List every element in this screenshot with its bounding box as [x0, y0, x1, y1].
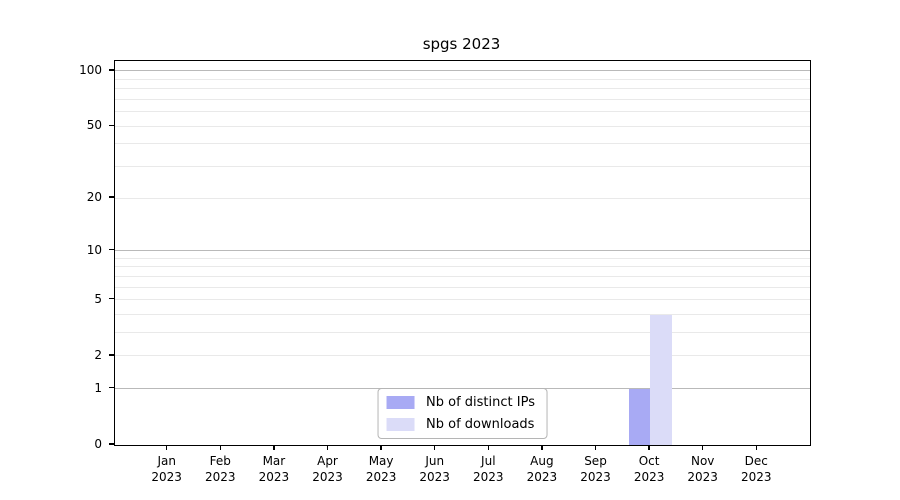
- x-tick-label-oct: Oct 2023: [619, 453, 679, 485]
- x-tick-mark-jul: [487, 445, 489, 450]
- x-tick-month: Jan: [157, 454, 176, 468]
- y-tick-mark-2: [109, 354, 114, 356]
- bar-oct-series-0: [628, 388, 651, 445]
- gridline-y-90: [115, 78, 810, 80]
- gridline-y-30: [115, 166, 810, 168]
- y-tick-label-20: 20: [86, 190, 102, 205]
- legend-swatch-0: [386, 396, 415, 409]
- chart-title: spgs 2023: [422, 35, 501, 53]
- y-tick-mark-50: [109, 124, 114, 126]
- x-tick-label-jul: Jul 2023: [458, 453, 518, 485]
- x-tick-year: 2023: [473, 470, 504, 484]
- gridline-y-9: [115, 257, 810, 259]
- legend-label-1: Nb of downloads: [426, 417, 535, 432]
- x-tick-mark-dec: [755, 445, 757, 450]
- gridline-y-50: [115, 125, 810, 127]
- y-tick-mark-5: [109, 298, 114, 300]
- x-axis: Jan 2023 Feb 2023 Mar 2023 Apr 2023 May 2023 Jun 20…: [114, 445, 809, 495]
- x-tick-month: Sep: [584, 454, 607, 468]
- x-tick-label-jun: Jun 2023: [405, 453, 465, 485]
- x-tick-month: Dec: [744, 454, 768, 468]
- x-tick-label-nov: Nov 2023: [673, 453, 733, 485]
- gridline-y-20: [115, 197, 810, 199]
- y-tick-label-5: 5: [94, 291, 102, 306]
- gridline-y-2: [115, 355, 810, 357]
- gridline-y-10: [115, 250, 810, 252]
- x-tick-month: Oct: [638, 454, 660, 468]
- x-tick-mark-aug: [541, 445, 543, 450]
- y-tick-label-0: 0: [94, 437, 102, 451]
- x-tick-year: 2023: [580, 470, 611, 484]
- x-tick-mark-feb: [219, 445, 221, 450]
- x-tick-month: Mar: [262, 454, 286, 468]
- x-tick-mark-jan: [166, 445, 168, 450]
- x-tick-label-sep: Sep 2023: [566, 453, 626, 485]
- legend-item-1: Nb of downloads: [386, 417, 535, 432]
- x-tick-mark-may: [380, 445, 382, 450]
- y-tick-label-1: 1: [94, 380, 102, 395]
- y-tick-label-10: 10: [86, 242, 102, 257]
- legend-swatch-1: [386, 418, 415, 431]
- gridline-y-5: [115, 299, 810, 301]
- x-tick-month: Feb: [209, 454, 231, 468]
- x-tick-year: 2023: [526, 470, 558, 484]
- plot-area: Nb of distinct IPs Nb of downloads: [114, 60, 811, 446]
- legend-item-0: Nb of distinct IPs: [386, 395, 535, 410]
- x-tick-label-apr: Apr 2023: [298, 453, 358, 485]
- x-tick-month: May: [368, 454, 394, 468]
- gridline-y-60: [115, 111, 810, 113]
- y-axis: 0 1 2 5 10 20 50 100: [0, 60, 114, 451]
- y-tick-label-100: 100: [79, 62, 102, 77]
- x-tick-month: Apr: [317, 454, 338, 468]
- x-tick-mark-sep: [594, 445, 597, 450]
- x-tick-mark-apr: [326, 445, 329, 450]
- x-tick-mark-nov: [702, 445, 704, 450]
- x-tick-label-feb: Feb 2023: [190, 453, 250, 485]
- gridline-y-7: [115, 275, 810, 277]
- x-tick-mark-jun: [434, 445, 436, 450]
- y-tick-mark-10: [109, 248, 114, 251]
- y-tick-label-50: 50: [86, 118, 102, 133]
- x-tick-month: Aug: [530, 454, 554, 468]
- gridline-y-100: [115, 70, 810, 72]
- x-tick-year: 2023: [741, 470, 772, 484]
- legend: Nb of distinct IPs Nb of downloads: [377, 388, 548, 439]
- gridline-y-8: [115, 266, 810, 268]
- x-tick-label-mar: Mar 2023: [244, 453, 304, 485]
- gridline-y-3: [115, 332, 810, 334]
- x-tick-month: Jun: [425, 454, 445, 468]
- y-tick-mark-100: [109, 69, 114, 71]
- y-tick-mark-20: [109, 196, 114, 198]
- x-tick-mark-oct: [648, 445, 650, 450]
- y-tick-mark-0: [109, 443, 114, 445]
- x-tick-year: 2023: [205, 470, 236, 484]
- x-tick-year: 2023: [258, 470, 290, 484]
- x-tick-label-may: May 2023: [351, 453, 411, 485]
- x-tick-year: 2023: [151, 470, 182, 484]
- x-tick-year: 2023: [687, 470, 718, 484]
- x-tick-year: 2023: [419, 470, 450, 484]
- x-tick-year: 2023: [365, 470, 397, 484]
- x-tick-month: Jul: [481, 454, 496, 468]
- legend-label-0: Nb of distinct IPs: [426, 395, 535, 410]
- x-tick-mark-mar: [273, 445, 275, 450]
- x-tick-year: 2023: [312, 470, 343, 484]
- gridline-y-6: [115, 286, 810, 288]
- bar-oct-series-1: [650, 314, 672, 445]
- x-tick-label-aug: Aug 2023: [512, 453, 572, 485]
- x-tick-month: Nov: [690, 454, 715, 468]
- gridline-y-70: [115, 98, 810, 100]
- x-tick-label-jan: Jan 2023: [137, 453, 197, 485]
- x-tick-year: 2023: [633, 470, 665, 484]
- gridline-y-80: [115, 88, 810, 90]
- y-tick-mark-1: [109, 387, 114, 389]
- x-tick-label-dec: Dec 2023: [726, 453, 786, 485]
- gridline-y-4: [115, 314, 810, 315]
- y-tick-label-2: 2: [94, 347, 102, 362]
- gridline-y-40: [115, 143, 810, 145]
